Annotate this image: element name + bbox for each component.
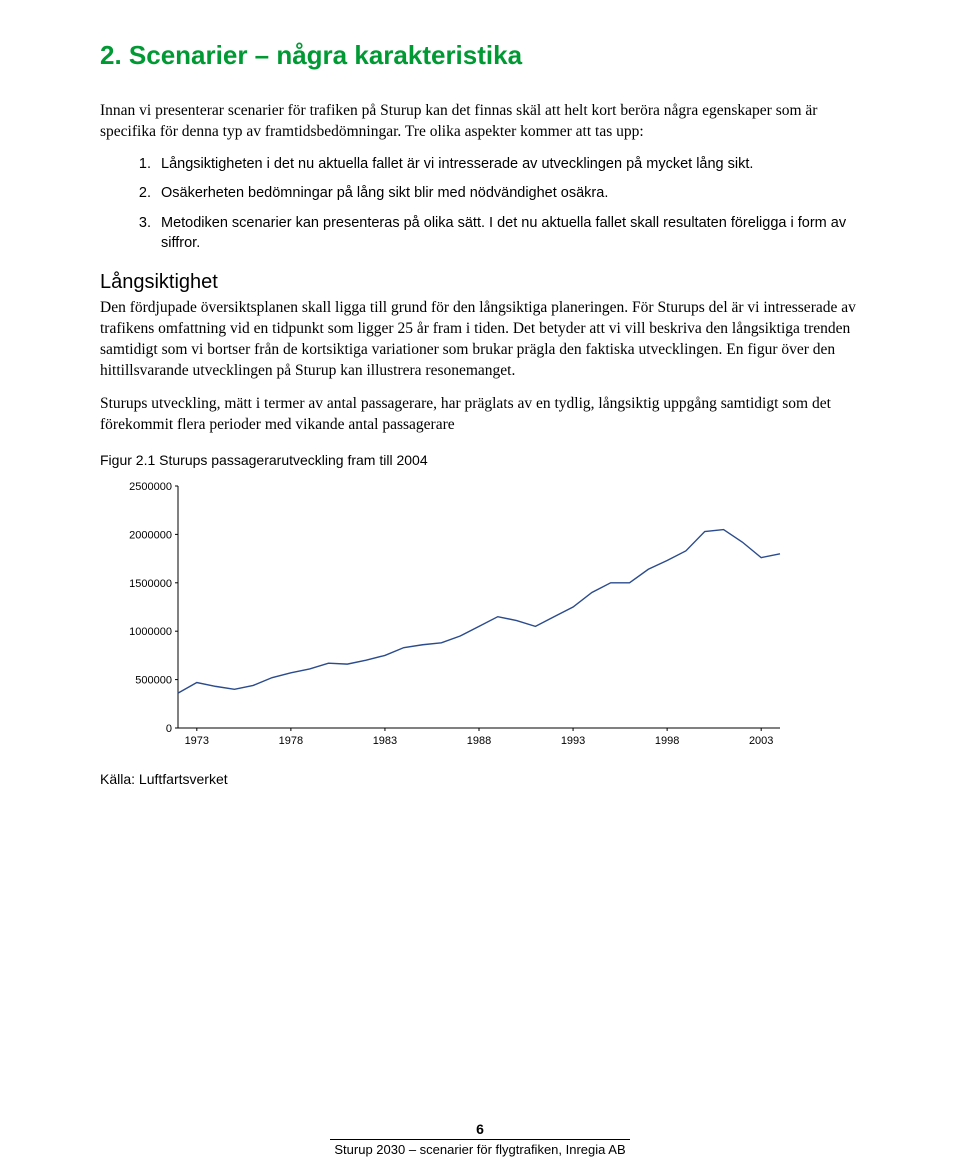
- figure-caption: Figur 2.1 Sturups passagerarutveckling f…: [100, 452, 860, 468]
- svg-text:1978: 1978: [279, 735, 303, 747]
- body-paragraph: Den fördjupade översiktsplanen skall lig…: [100, 298, 860, 382]
- page-footer: 6 Sturup 2030 – scenarier för flygtrafik…: [0, 1121, 960, 1157]
- list-item: Metodiken scenarier kan presenteras på o…: [155, 214, 860, 253]
- aspect-list: Långsiktigheten i det nu aktuella fallet…: [100, 155, 860, 253]
- svg-text:1998: 1998: [655, 735, 679, 747]
- section-heading: Långsiktighet: [100, 271, 860, 294]
- svg-text:2500000: 2500000: [129, 481, 172, 493]
- list-item: Osäkerheten bedömningar på lång sikt bli…: [155, 184, 860, 204]
- list-item: Långsiktigheten i det nu aktuella fallet…: [155, 155, 860, 175]
- line-chart: 0 500000 1000000 1500000 2000000 2500000 1973 1…: [100, 476, 800, 761]
- svg-text:1973: 1973: [185, 735, 209, 747]
- svg-text:2003: 2003: [749, 735, 773, 747]
- footer-rule: [330, 1139, 630, 1140]
- svg-text:1500000: 1500000: [129, 577, 172, 589]
- body-paragraph: Sturups utveckling, mätt i termer av ant…: [100, 394, 860, 436]
- svg-text:1000000: 1000000: [129, 626, 172, 638]
- footer-text: Sturup 2030 – scenarier för flygtrafiken…: [0, 1142, 960, 1157]
- svg-text:1988: 1988: [467, 735, 491, 747]
- page: 2. Scenarier – några karakteristika Inna…: [0, 0, 960, 1175]
- page-number: 6: [0, 1121, 960, 1137]
- source-label: Källa: Luftfartsverket: [100, 771, 860, 787]
- page-title: 2. Scenarier – några karakteristika: [100, 40, 860, 71]
- chart-svg: 0 500000 1000000 1500000 2000000 2500000 1973 1…: [100, 476, 800, 756]
- svg-text:500000: 500000: [135, 674, 172, 686]
- intro-paragraph: Innan vi presenterar scenarier för trafi…: [100, 101, 860, 143]
- svg-text:1993: 1993: [561, 735, 585, 747]
- svg-text:1983: 1983: [373, 735, 397, 747]
- svg-text:0: 0: [166, 723, 172, 735]
- svg-text:2000000: 2000000: [129, 529, 172, 541]
